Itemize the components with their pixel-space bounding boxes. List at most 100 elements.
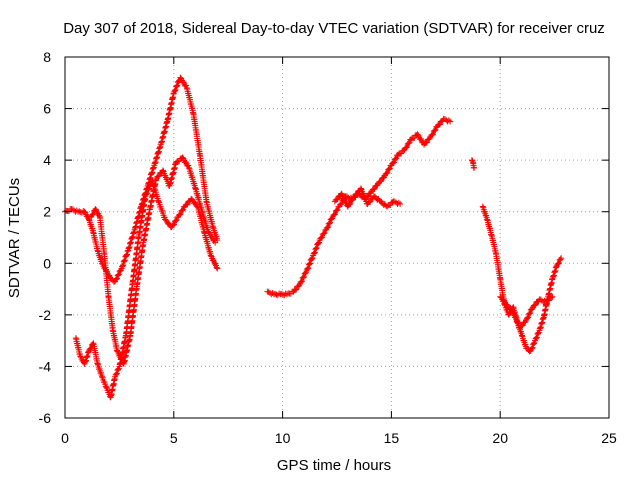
- axis-ticks: 0 5 10 15 20 25 -6 -4 -2 0 2 4 6 8: [39, 49, 617, 446]
- data-point-fill: [305, 261, 312, 268]
- series-arc-f: [468, 157, 478, 171]
- data-point-fill: [307, 260, 314, 267]
- data-point-fill: [123, 252, 130, 259]
- data-point-fill: [172, 217, 179, 224]
- data-point-fill: [354, 190, 361, 197]
- data-point-fill: [332, 211, 339, 218]
- data-point-fill: [555, 260, 562, 267]
- data-point-fill: [299, 275, 306, 282]
- data-point-fill: [378, 178, 385, 185]
- data-point-fill: [124, 248, 131, 255]
- data-point-fill: [525, 314, 532, 321]
- data-point-fill: [333, 207, 340, 214]
- data-point-fill: [523, 315, 530, 322]
- data-point-fill: [304, 266, 311, 273]
- data-point-fill: [170, 221, 177, 228]
- data-point-fill: [528, 345, 535, 352]
- data-point: [338, 190, 345, 197]
- series-arc-c: [88, 154, 219, 367]
- data-point-fill: [348, 197, 355, 204]
- data-point-fill: [176, 211, 183, 218]
- data-point-fill: [334, 196, 341, 203]
- data-point-fill: [325, 220, 332, 227]
- data-point-fill: [535, 330, 542, 337]
- data-point-fill: [423, 139, 430, 146]
- data-point-fill: [115, 271, 122, 278]
- data-point: [468, 157, 475, 164]
- data-point: [207, 252, 214, 259]
- data-point: [549, 293, 556, 300]
- x-tick-label: 20: [492, 430, 508, 446]
- data-point-fill: [121, 257, 128, 264]
- data-point-fill: [334, 206, 341, 213]
- data-point-fill: [314, 240, 321, 247]
- data-point-fill: [119, 262, 126, 269]
- data-point-fill: [529, 344, 536, 351]
- data-point-fill: [311, 249, 318, 256]
- data-point-fill: [386, 165, 393, 172]
- data-point-fill: [347, 200, 354, 207]
- data-point-fill: [113, 370, 120, 377]
- data-point-fill: [145, 186, 152, 193]
- data-point-fill: [308, 256, 315, 263]
- y-tick-label: -4: [39, 358, 52, 374]
- data-point-fill: [114, 275, 121, 282]
- data-point-fill: [172, 86, 179, 93]
- data-point-fill: [173, 83, 180, 90]
- data-point: [471, 164, 478, 171]
- data-point-fill: [406, 139, 413, 146]
- data-point-fill: [115, 271, 122, 278]
- data-point-fill: [171, 88, 178, 95]
- data-point: [81, 208, 88, 215]
- data-point-fill: [177, 211, 184, 218]
- data-point-fill: [324, 224, 331, 231]
- data-point-fill: [390, 160, 397, 167]
- data-point-fill: [124, 251, 131, 258]
- data-point-fill: [173, 217, 180, 224]
- y-tick-label: -6: [39, 410, 52, 426]
- data-point-fill: [323, 225, 330, 232]
- y-tick-label: 6: [43, 101, 51, 117]
- data-point-fill: [430, 131, 437, 138]
- data-point-fill: [554, 261, 561, 268]
- data-point-fill: [327, 219, 334, 226]
- data-point: [77, 353, 84, 360]
- series-arc-g: [479, 203, 565, 355]
- grid: [65, 57, 609, 418]
- data-point-fill: [112, 276, 119, 283]
- data-point-fill: [445, 117, 452, 124]
- data-point-fill: [180, 206, 187, 213]
- data-point-fill: [325, 223, 332, 230]
- data-point-fill: [326, 220, 333, 227]
- data-point-fill: [527, 309, 534, 316]
- data-point-fill: [121, 257, 128, 264]
- data-point-fill: [88, 212, 95, 219]
- data-point-fill: [310, 250, 317, 257]
- data-point-fill: [371, 185, 378, 192]
- data-point-fill: [383, 170, 390, 177]
- data-point-fill: [337, 201, 344, 208]
- data-point-fill: [524, 314, 531, 321]
- data-point-fill: [171, 87, 178, 94]
- data-point-fill: [304, 265, 311, 272]
- data-point-fill: [385, 166, 392, 173]
- chart-title: Day 307 of 2018, Sidereal Day-to-day VTE…: [63, 20, 605, 37]
- data-point-fill: [306, 260, 313, 267]
- data-point-fill: [171, 221, 178, 228]
- data-point-fill: [308, 255, 315, 262]
- data-point-fill: [298, 278, 305, 285]
- data-point-fill: [431, 127, 438, 134]
- data-point-fill: [144, 186, 151, 193]
- x-tick-label: 5: [170, 430, 178, 446]
- data-point-fill: [144, 190, 151, 197]
- data-point-fill: [429, 131, 436, 138]
- data-point-fill: [403, 144, 410, 151]
- data-point-fill: [313, 245, 320, 252]
- data-point-fill: [530, 340, 537, 347]
- data-point-fill: [156, 172, 163, 179]
- data-point-fill: [143, 191, 150, 198]
- data-point-fill: [395, 199, 402, 206]
- data-point-fill: [548, 294, 555, 301]
- x-tick-label: 25: [601, 430, 617, 446]
